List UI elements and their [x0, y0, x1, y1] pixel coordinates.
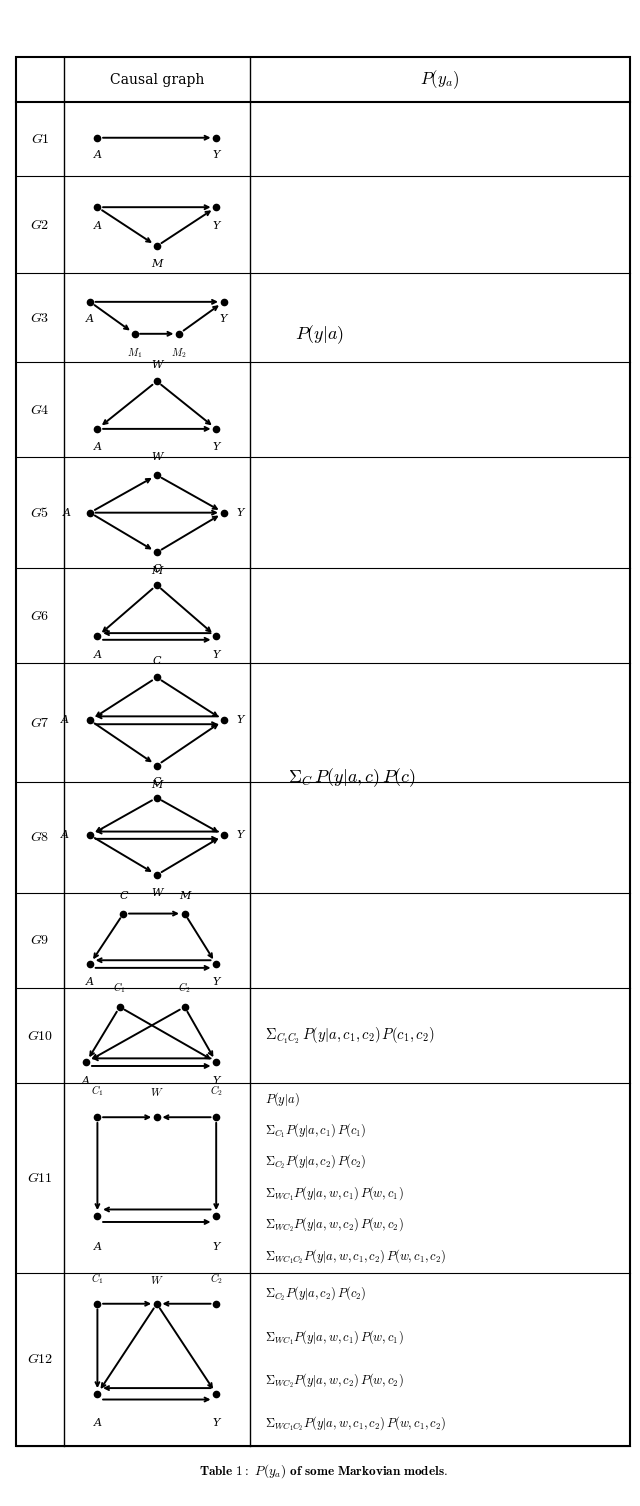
Text: Y: Y: [212, 221, 220, 230]
Text: $G12$: $G12$: [27, 1352, 53, 1366]
Text: A: A: [93, 1419, 101, 1428]
Text: $\Sigma_{WC_1 C_2} P(y|a,w,c_1,c_2)\, P(w,c_1,c_2)$: $\Sigma_{WC_1 C_2} P(y|a,w,c_1,c_2)\, P(…: [265, 1416, 446, 1434]
Text: $\Sigma_{WC_2} P(y|a,w,c_2)\, P(w,c_2)$: $\Sigma_{WC_2} P(y|a,w,c_2)\, P(w,c_2)$: [265, 1215, 404, 1235]
Text: $\Sigma_{WC_2} P(y|a,w,c_2)\, P(w,c_2)$: $\Sigma_{WC_2} P(y|a,w,c_2)\, P(w,c_2)$: [265, 1372, 404, 1390]
Text: A: A: [93, 149, 101, 160]
Text: A: A: [93, 443, 101, 452]
Text: $M_2$: $M_2$: [172, 346, 187, 360]
Text: C: C: [152, 563, 161, 574]
Text: A: A: [93, 649, 101, 660]
Text: $\Sigma_{WC_1 C_2} P(y|a,w,c_1,c_2)\, P(w,c_1,c_2)$: $\Sigma_{WC_1 C_2} P(y|a,w,c_1,c_2)\, P(…: [265, 1247, 446, 1267]
Text: $\Sigma_{C_2} P(y|a,c_2)\, P(c_2)$: $\Sigma_{C_2} P(y|a,c_2)\, P(c_2)$: [265, 1285, 366, 1303]
Text: $\Sigma_{C_2} P(y|a,c_2)\, P(c_2)$: $\Sigma_{C_2} P(y|a,c_2)\, P(c_2)$: [265, 1154, 366, 1172]
Text: $G10$: $G10$: [27, 1029, 53, 1042]
Text: $P(y|a)$: $P(y|a)$: [295, 324, 344, 346]
Text: $G8$: $G8$: [30, 830, 50, 845]
Text: Y: Y: [237, 830, 244, 840]
Text: M: M: [151, 780, 163, 789]
Text: W: W: [151, 360, 163, 370]
Text: $G1$: $G1$: [31, 133, 49, 146]
Text: $\Sigma_{C_1} P(y|a,c_1)\, P(c_1)$: $\Sigma_{C_1} P(y|a,c_1)\, P(c_1)$: [265, 1122, 366, 1140]
Text: $C_2$: $C_2$: [210, 1271, 223, 1286]
Text: $G7$: $G7$: [30, 715, 50, 730]
Text: A: A: [86, 315, 94, 324]
Text: A: A: [63, 508, 70, 518]
Text: C: C: [152, 655, 161, 666]
Text: M: M: [151, 566, 163, 575]
Text: $\Sigma_{WC_1} P(y|a,w,c_1)\, P(w,c_1)$: $\Sigma_{WC_1} P(y|a,w,c_1)\, P(w,c_1)$: [265, 1328, 404, 1346]
Text: $C_1$: $C_1$: [91, 1271, 104, 1286]
Text: $C_2$: $C_2$: [179, 980, 191, 995]
Text: A: A: [86, 977, 94, 988]
Text: Y: Y: [237, 715, 244, 726]
Text: $G9$: $G9$: [30, 934, 50, 947]
Text: $C_1$: $C_1$: [113, 980, 126, 995]
Text: $M_1$: $M_1$: [127, 346, 142, 360]
Text: A: A: [93, 221, 101, 230]
Text: $\Sigma_{WC_1} P(y|a,w,c_1)\, P(w,c_1)$: $\Sigma_{WC_1} P(y|a,w,c_1)\, P(w,c_1)$: [265, 1185, 404, 1203]
Text: Causal graph: Causal graph: [109, 72, 204, 87]
Text: M: M: [151, 259, 163, 270]
Text: Y: Y: [212, 977, 220, 988]
Text: $C_1$: $C_1$: [91, 1083, 104, 1098]
Text: $G3$: $G3$: [30, 310, 50, 325]
Text: $G6$: $G6$: [30, 608, 50, 622]
Text: A: A: [93, 1242, 101, 1253]
Text: Y: Y: [212, 1242, 220, 1253]
Text: C: C: [152, 777, 161, 786]
Text: $W$: $W$: [150, 1274, 164, 1286]
Text: $G2$: $G2$: [30, 218, 50, 232]
Text: $G11$: $G11$: [27, 1170, 53, 1185]
Text: Y: Y: [212, 443, 220, 452]
Text: W: W: [151, 452, 163, 462]
Text: $G5$: $G5$: [31, 506, 49, 520]
Text: $C_2$: $C_2$: [210, 1083, 223, 1098]
Text: $P(y|a)$: $P(y|a)$: [265, 1090, 300, 1108]
Text: $W$: $W$: [150, 1086, 164, 1098]
Text: $\Sigma_{C_1 C_2}\, P(y|a,c_1,c_2)\, P(c_1,c_2)$: $\Sigma_{C_1 C_2}\, P(y|a,c_1,c_2)\, P(c…: [265, 1026, 434, 1045]
Text: A: A: [83, 1077, 90, 1086]
Text: Y: Y: [212, 1077, 220, 1086]
Text: $\mathbf{Table\ 1:}$ $P(y_a)$ $\mathbf{of\ some\ Markovian\ models.}$: $\mathbf{Table\ 1:}$ $P(y_a)$ $\mathbf{o…: [199, 1462, 447, 1480]
Text: Y: Y: [212, 149, 220, 160]
Text: A: A: [61, 715, 69, 726]
Text: $\Sigma_C\, P(y|a,c)\, P(c)$: $\Sigma_C\, P(y|a,c)\, P(c)$: [288, 767, 415, 789]
Text: W: W: [151, 889, 163, 898]
Text: $P(y_a)$: $P(y_a)$: [420, 68, 460, 92]
Text: Y: Y: [237, 508, 244, 518]
Text: Y: Y: [220, 315, 227, 324]
Text: M: M: [179, 892, 190, 901]
Text: A: A: [61, 830, 69, 840]
Text: C: C: [119, 892, 127, 901]
Text: Y: Y: [212, 1419, 220, 1428]
Text: Y: Y: [212, 649, 220, 660]
Text: $G4$: $G4$: [30, 402, 50, 417]
